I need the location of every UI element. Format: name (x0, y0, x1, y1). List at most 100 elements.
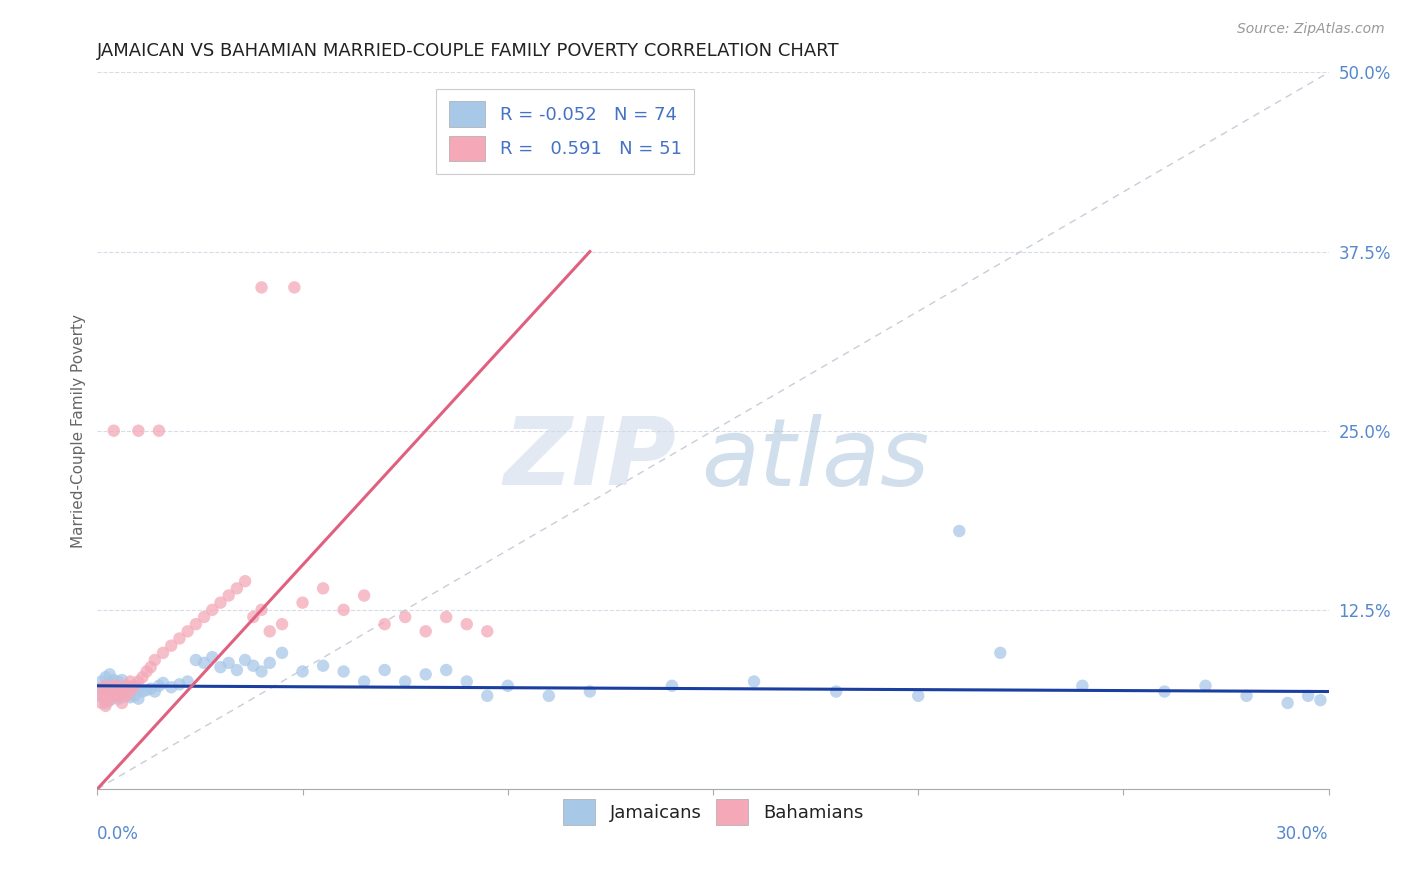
Point (353, 589, 375, 603)
Point (120, 684, 142, 698)
Point (143, 684, 166, 698)
Point (415, 667, 437, 681)
Point (107, 691, 129, 706)
Point (250, 280, 273, 294)
Point (291, 665, 314, 679)
Point (332, 665, 354, 679)
Point (1236, 689, 1258, 703)
Point (312, 582, 335, 596)
Point (111, 681, 134, 696)
Point (127, 674, 149, 689)
Point (242, 658, 264, 673)
Point (94, 698, 117, 713)
Point (1309, 693, 1331, 707)
Point (94, 696, 117, 710)
Point (107, 683, 129, 698)
Point (233, 574, 256, 589)
Point (103, 673, 125, 687)
Point (160, 639, 183, 653)
Point (124, 679, 146, 693)
Point (115, 689, 138, 703)
Point (94, 679, 117, 693)
Point (94, 670, 117, 684)
Point (127, 691, 149, 706)
Point (434, 663, 457, 677)
Point (94, 679, 117, 693)
Point (160, 680, 183, 694)
Point (98, 676, 121, 690)
Point (115, 679, 138, 693)
Point (312, 658, 335, 673)
Point (1153, 684, 1175, 698)
Point (1277, 696, 1299, 710)
Point (394, 610, 416, 624)
Point (201, 603, 224, 617)
Point (456, 674, 478, 689)
Point (90, 689, 112, 703)
Point (271, 617, 294, 632)
Point (225, 663, 247, 677)
Text: atlas: atlas (700, 414, 929, 505)
Point (477, 689, 499, 703)
Point (394, 674, 416, 689)
Point (434, 610, 457, 624)
Point (90, 674, 112, 689)
Text: ZIP: ZIP (503, 413, 676, 506)
Point (271, 646, 294, 660)
Point (98, 693, 121, 707)
Point (496, 679, 519, 693)
Point (537, 689, 560, 703)
Point (988, 646, 1011, 660)
Point (98, 667, 121, 681)
Point (291, 596, 314, 610)
Point (90, 681, 112, 696)
Point (103, 681, 125, 696)
Point (111, 690, 134, 705)
Point (209, 660, 232, 674)
Point (152, 676, 174, 690)
Point (218, 656, 240, 670)
Point (415, 624, 437, 639)
Point (103, 424, 125, 438)
Point (456, 617, 478, 632)
Point (111, 684, 134, 698)
Text: 0.0%: 0.0% (97, 825, 139, 843)
Point (169, 677, 191, 691)
Text: Source: ZipAtlas.com: Source: ZipAtlas.com (1237, 22, 1385, 37)
Point (135, 665, 157, 679)
Y-axis label: Married-Couple Family Poverty: Married-Couple Family Poverty (72, 314, 86, 548)
Point (283, 280, 305, 294)
Point (90, 696, 112, 710)
Point (1071, 679, 1094, 693)
Point (143, 653, 166, 667)
Text: 30.0%: 30.0% (1277, 825, 1329, 843)
Point (139, 660, 162, 674)
Point (98, 684, 121, 698)
Point (90, 681, 112, 696)
Point (193, 610, 215, 624)
Point (176, 624, 198, 639)
Point (107, 689, 129, 703)
Point (201, 650, 224, 665)
Point (661, 679, 683, 693)
Point (259, 624, 281, 639)
Point (124, 689, 146, 703)
Point (111, 696, 134, 710)
Point (115, 679, 138, 693)
Point (169, 632, 191, 646)
Point (374, 617, 396, 632)
Point (131, 670, 153, 684)
Point (107, 674, 129, 689)
Point (94, 684, 117, 698)
Point (148, 424, 170, 438)
Point (124, 679, 146, 693)
Point (103, 689, 125, 703)
Point (193, 656, 215, 670)
Point (98, 684, 121, 698)
Point (139, 681, 162, 696)
Point (209, 596, 232, 610)
Point (120, 690, 142, 705)
Point (374, 663, 396, 677)
Point (152, 646, 174, 660)
Point (131, 684, 153, 698)
